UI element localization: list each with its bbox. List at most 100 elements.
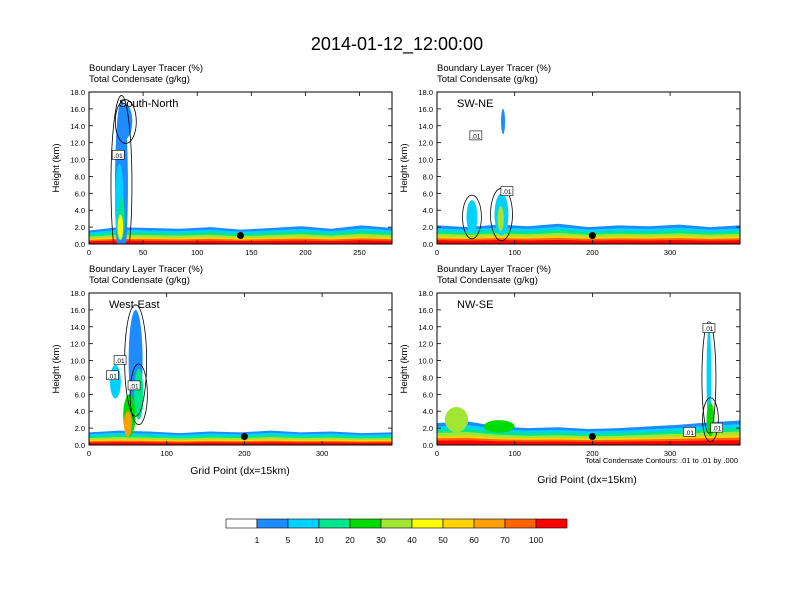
- contour-label-box: [106, 370, 119, 381]
- panel-header-line2: Total Condensate (g/kg): [437, 74, 538, 85]
- x-tick-label: 100: [191, 248, 204, 257]
- y-tick-label: 18.0: [70, 88, 85, 97]
- tracer-plume: [119, 104, 133, 139]
- y-tick-label: 10.0: [418, 357, 433, 366]
- x-tick-label: 0: [435, 449, 439, 458]
- x-tick-label: 0: [87, 248, 91, 257]
- colorbar-swatch: [380, 518, 413, 529]
- panel-header-line1: Boundary Layer Tracer (%): [89, 264, 203, 275]
- x-tick-label: 100: [160, 449, 173, 458]
- plot-frame: [436, 292, 741, 446]
- x-tick-label: 200: [586, 449, 599, 458]
- colorbar-swatch: [442, 518, 475, 529]
- contour-label: .01: [502, 189, 511, 196]
- panel-west-east: .01 .01 .01 West-East 0.0 2.0 4.0 6.0 8.0 10.0 12.…: [51, 289, 393, 458]
- condensate-contour: [110, 95, 133, 244]
- tracer-band: [437, 440, 740, 445]
- contour-label: .01: [114, 153, 123, 160]
- y-tick-label: 12.0: [418, 340, 433, 349]
- colorbar-swatch: [256, 518, 289, 529]
- y-tick-label: 10.0: [70, 156, 85, 165]
- y-tick-label: 10.0: [418, 156, 433, 165]
- location-marker: [237, 232, 244, 240]
- condensate-contour: [701, 321, 717, 434]
- panel-header-line1: Boundary Layer Tracer (%): [437, 63, 551, 74]
- colorbar-swatch: [411, 518, 444, 529]
- plot-area: .01 .01 .01: [89, 304, 392, 445]
- colorbar-label: 20: [345, 535, 355, 545]
- colorbar-label: 50: [438, 535, 448, 545]
- panel-header-line2: Total Condensate (g/kg): [89, 74, 190, 85]
- colorbar-label: 60: [469, 535, 479, 545]
- condensate-contour: [129, 363, 148, 426]
- location-marker: [588, 433, 596, 441]
- figure-title: 2014-01-12_12:00:00: [311, 34, 483, 55]
- plot-frame: [88, 292, 393, 446]
- colorbar-label: 70: [500, 535, 510, 545]
- y-tick-label: 16.0: [418, 105, 433, 114]
- panel-header-nwse: Boundary Layer Tracer (%) Total Condensa…: [437, 264, 551, 286]
- panel-sw-ne: .01 .01 SW-NE 0.0 2.0 4.0 6.0 8.0 10.0 12.0 14.0 16…: [399, 88, 741, 257]
- y-tick-label: 4.0: [75, 206, 85, 215]
- plot-frame: [436, 91, 741, 245]
- colorbar-swatch: [473, 518, 506, 529]
- x-axis-label-left: Grid Point (dx=15km): [190, 465, 290, 477]
- panel-title: West-East: [109, 299, 160, 311]
- colorbar-swatch: [225, 518, 258, 529]
- location-marker: [240, 433, 248, 441]
- y-tick-label: 14.0: [418, 323, 433, 332]
- y-tick-label: 0.0: [423, 240, 433, 249]
- tracer-plume: [466, 200, 478, 234]
- tracer-band: [89, 442, 392, 445]
- x-tick-label: 200: [299, 248, 312, 257]
- contour-label: .01: [704, 326, 713, 333]
- x-tick-label: 250: [353, 248, 366, 257]
- colorbar-swatch: [287, 518, 320, 529]
- tracer-plume: [444, 407, 469, 433]
- plot-area: .01 .01: [437, 108, 740, 244]
- tracer-plume: [123, 411, 132, 437]
- contour-label: .01: [685, 430, 694, 437]
- tracer-plume: [497, 206, 504, 232]
- contour-label-box: [469, 130, 483, 141]
- tracer-plume: [706, 326, 712, 429]
- y-tick-label: 18.0: [418, 88, 433, 97]
- y-tick-label: 6.0: [423, 189, 433, 198]
- contour-label-box: [702, 323, 716, 333]
- y-tick-label: 14.0: [70, 323, 85, 332]
- panel-title: NW-SE: [457, 299, 493, 311]
- colorbar: 1 5 10 20 30 40 50 60 70 100: [225, 518, 568, 545]
- colorbar-label: 10: [314, 535, 324, 545]
- y-axis-label: Height (km): [51, 143, 62, 192]
- x-tick-label: 300: [664, 449, 677, 458]
- y-tick-label: 0.0: [75, 441, 85, 450]
- contour-label: .01: [130, 383, 139, 390]
- y-tick-label: 16.0: [70, 105, 85, 114]
- x-tick-label: 200: [238, 449, 251, 458]
- y-tick-label: 4.0: [423, 206, 433, 215]
- contour-label-box: [710, 422, 723, 433]
- location-marker: [588, 232, 596, 240]
- x-tick-label: 100: [508, 449, 521, 458]
- y-tick-label: 10.0: [70, 357, 85, 366]
- colorbar-swatch: [504, 518, 537, 529]
- contour-label-box: [111, 150, 125, 160]
- y-axis-label: Height (km): [399, 143, 410, 192]
- condensate-contour: [462, 194, 482, 240]
- y-tick-label: 4.0: [75, 407, 85, 416]
- panel-header-sn: Boundary Layer Tracer (%) Total Condensa…: [89, 63, 203, 85]
- condensate-contour: [114, 99, 137, 144]
- plot-area: .01: [89, 95, 392, 244]
- x-tick-label: 100: [508, 248, 521, 257]
- tracer-band: [437, 239, 740, 244]
- contour-label: .01: [116, 358, 125, 365]
- y-tick-label: 6.0: [75, 390, 85, 399]
- panel-header-line1: Boundary Layer Tracer (%): [89, 63, 203, 74]
- contour-label: .01: [471, 133, 480, 140]
- y-tick-label: 6.0: [423, 390, 433, 399]
- y-tick-label: 8.0: [423, 373, 433, 382]
- panel-south-north: .01 South-North 0.0 2.0 4.0 6.0 8.0 10.0 12.0 14.…: [51, 88, 393, 257]
- panel-header-we: Boundary Layer Tracer (%) Total Condensa…: [89, 264, 203, 286]
- y-tick-label: 6.0: [75, 189, 85, 198]
